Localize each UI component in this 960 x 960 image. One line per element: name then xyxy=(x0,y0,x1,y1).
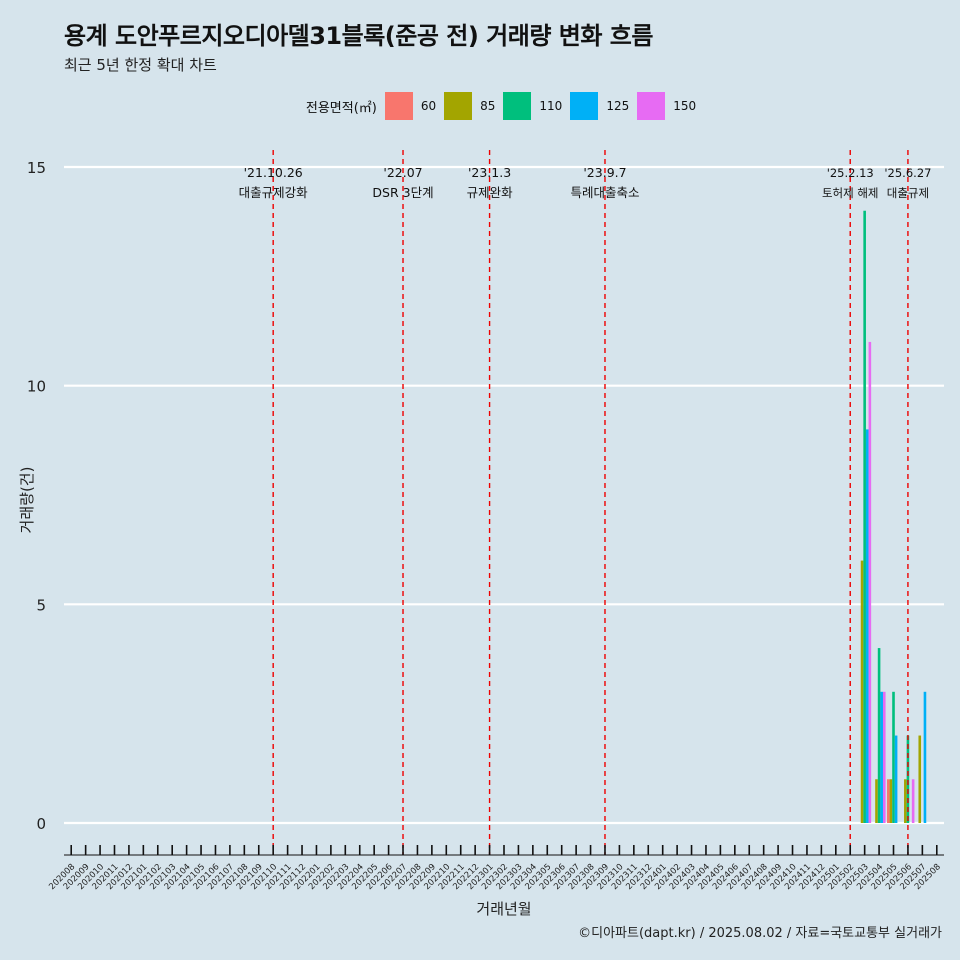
source-caption: ©디아파트(dapt.kr) / 2025.08.02 / 자료=국토교통부 실… xyxy=(578,926,942,941)
event-date-202301: '23.1.3 xyxy=(468,165,511,180)
event-label-202506: 대출규제 xyxy=(887,186,929,200)
event-label-202207: DSR 3단계 xyxy=(372,185,433,200)
bar-85-202504 xyxy=(875,779,878,823)
bar-150-202503 xyxy=(868,341,872,823)
event-date-202502: '25.2.13 xyxy=(827,166,874,180)
event-label-202110: 대출규제강화 xyxy=(239,185,309,200)
event-date-202110: '21.10.26 xyxy=(244,165,303,180)
event-date-202207: '22.07 xyxy=(383,165,422,180)
bar-110-202505 xyxy=(892,691,895,823)
legend-item-60: 60 xyxy=(384,92,437,120)
bar-125-202505 xyxy=(894,735,898,823)
bar-85-202506 xyxy=(904,779,907,823)
bar-85-202503 xyxy=(860,560,864,823)
legend-key-150 xyxy=(637,92,666,120)
bar-150-202506 xyxy=(911,779,915,823)
x-axis-title: 거래년월 xyxy=(476,900,531,918)
event-date-202506: '25.6.27 xyxy=(884,166,931,180)
legend: 전용면적(㎡) 60 85 110 125 150 xyxy=(0,92,960,120)
bar-85-202505 xyxy=(889,779,893,823)
legend-label-60: 60 xyxy=(420,99,437,113)
bar-110-202503 xyxy=(863,210,866,823)
bar-110-202504 xyxy=(877,648,881,823)
bar-60-202505 xyxy=(887,779,890,823)
bar-125-202504 xyxy=(880,691,883,823)
legend-item-125: 125 xyxy=(570,92,629,120)
legend-item-110: 110 xyxy=(503,92,562,120)
event-label-202309: 특례대출축소 xyxy=(570,185,639,200)
legend-key-125 xyxy=(570,92,599,120)
legend-item-85: 85 xyxy=(444,92,495,120)
legend-label-150: 150 xyxy=(673,99,697,113)
bar-125-202507 xyxy=(923,691,927,823)
y-axis-title: 거래량(건) xyxy=(18,467,36,534)
bar-125-202503 xyxy=(865,429,869,823)
legend-key-60 xyxy=(384,92,413,120)
legend-label-85: 85 xyxy=(480,99,496,113)
y-tick-label-5: 5 xyxy=(36,596,46,614)
bar-110-202506 xyxy=(906,735,910,823)
legend-title: 전용면적(㎡) xyxy=(305,100,377,116)
chart-subtitle: 최근 5년 한정 확대 차트 xyxy=(64,56,217,74)
y-tick-label-0: 0 xyxy=(36,815,46,833)
legend-key-85 xyxy=(444,92,473,120)
bar-85-202507 xyxy=(918,735,922,823)
legend-key-110 xyxy=(503,92,532,120)
legend-label-125: 125 xyxy=(606,99,630,113)
chart-title: 용계 도안푸르지오디아델31블록(준공 전) 거래량 변화 흐름 xyxy=(64,22,653,50)
event-label-202301: 규제완화 xyxy=(467,185,514,200)
bar-150-202504 xyxy=(882,691,886,823)
event-label-202502: 토허제 해제 xyxy=(822,186,879,200)
y-tick-label-15: 15 xyxy=(27,159,46,177)
legend-label-110: 110 xyxy=(539,99,563,113)
legend-item-150: 150 xyxy=(637,92,696,120)
y-tick-label-10: 10 xyxy=(27,378,46,396)
event-date-202309: '23.9.7 xyxy=(583,165,626,180)
